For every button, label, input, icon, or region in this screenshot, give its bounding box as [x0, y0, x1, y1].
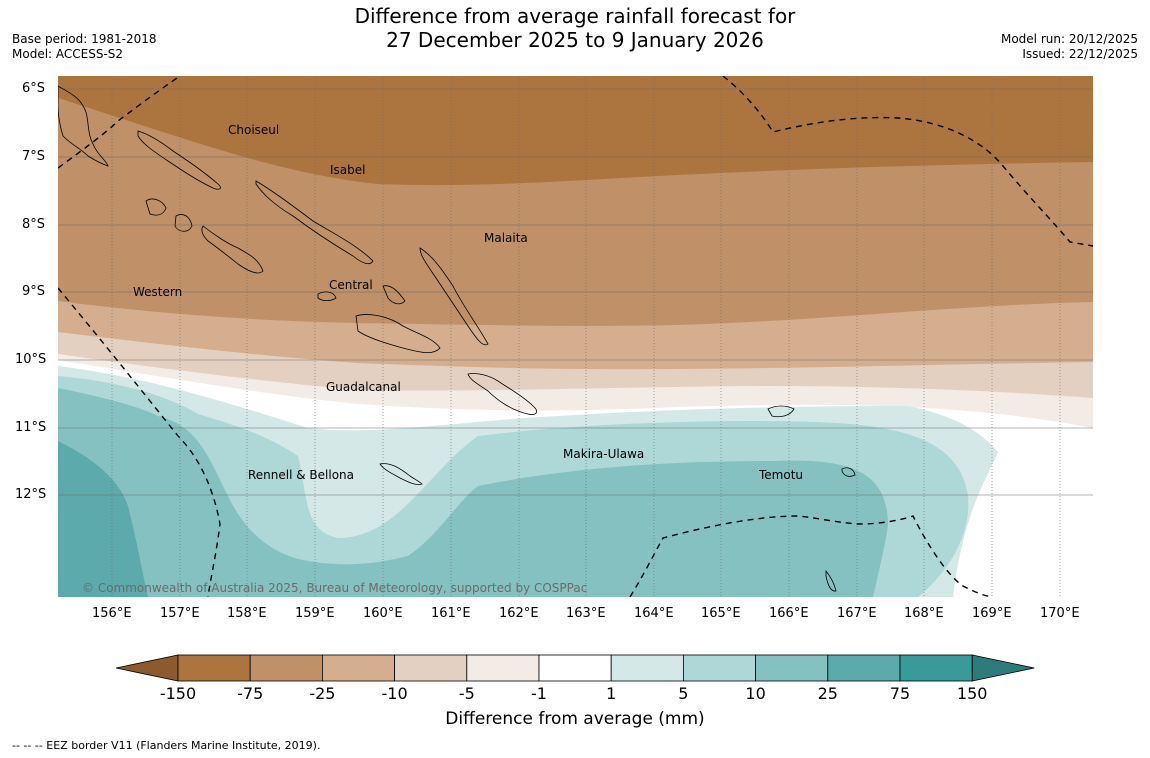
lon-label: 162°E	[499, 606, 539, 621]
band-plus-25	[58, 441, 148, 597]
colorbar-tick-label: 5	[678, 684, 689, 703]
issued-date: Issued: 22/12/2025	[1022, 47, 1138, 61]
colorbar-tick-label: 10	[745, 684, 766, 703]
russell-islands	[382, 285, 406, 305]
province-label: Malaita	[484, 231, 528, 245]
eez-border	[58, 76, 1093, 597]
coastlines	[58, 85, 856, 592]
florida-islands	[317, 291, 337, 302]
lat-label: 11°S	[15, 420, 47, 435]
lon-label: 170°E	[1040, 606, 1080, 621]
colorbar-title: Difference from average (mm)	[445, 709, 705, 729]
isabel-island	[255, 180, 374, 265]
lat-label: 8°S	[22, 217, 46, 232]
colorbar-tick-label: -5	[458, 684, 475, 703]
province-label: Western	[133, 285, 182, 299]
province-label: Makira-Ulawa	[563, 447, 644, 461]
bougainville-island	[58, 85, 109, 167]
colorbar-tick-label: 1	[606, 684, 617, 703]
lon-label: 167°E	[837, 606, 877, 621]
kolombangara-island	[174, 214, 193, 232]
lon-label: 166°E	[769, 606, 809, 621]
colorbar-segment	[538, 654, 612, 682]
province-label: Temotu	[758, 468, 803, 482]
makira-island	[467, 373, 537, 415]
lat-label: 6°S	[22, 81, 46, 96]
map-title-line1: Difference from average rainfall forecas…	[354, 4, 796, 28]
eez-border-northeast	[722, 76, 1093, 247]
colorbar-tick-label: -1	[531, 684, 547, 703]
colorbar-segment	[755, 654, 829, 682]
santa-cruz-island	[767, 405, 795, 418]
guadalcanal-island	[355, 314, 441, 353]
lon-label: 163°E	[566, 606, 606, 621]
colorbar-tick-label: -25	[309, 684, 336, 703]
colorbar-tick-label: -150	[159, 684, 197, 703]
colorbar-tick-label: 75	[889, 684, 911, 703]
colorbar-segment	[610, 654, 684, 682]
map-title-line2: 27 December 2025 to 9 January 2026	[386, 28, 764, 52]
lon-label: 158°E	[227, 606, 267, 621]
model-name: Model: ACCESS-S2	[12, 47, 124, 61]
graticule	[58, 76, 1093, 597]
colorbar-segment	[249, 654, 323, 682]
lat-label: 7°S	[22, 149, 46, 164]
colorbar-extend-low	[115, 654, 179, 682]
new-georgia-islands	[201, 225, 264, 274]
lon-label: 160°E	[363, 606, 403, 621]
lon-label: 156°E	[92, 606, 132, 621]
vella-lavella-island	[145, 198, 167, 216]
choiseul-island	[137, 130, 221, 190]
colorbar-segment	[394, 654, 468, 682]
colorbar-tick-label: -10	[381, 684, 408, 703]
province-label: Central	[329, 278, 373, 292]
lon-label: 161°E	[431, 606, 471, 621]
lon-label: 159°E	[295, 606, 335, 621]
colorbar-segment	[466, 654, 540, 682]
malaita-island	[419, 247, 489, 346]
eez-border-southwest	[58, 287, 221, 597]
model-run: Model run: 20/12/2025	[1000, 32, 1138, 46]
rainfall-map: Choiseul Isabel Malaita Western Central …	[58, 76, 1093, 597]
vanikoro-island	[841, 467, 856, 477]
base-period: Base period: 1981-2018	[12, 32, 157, 46]
eez-border-southeast	[629, 515, 994, 597]
lat-label: 10°S	[15, 352, 47, 367]
eez-legend-note: -- -- -- EEZ border V11 (Flanders Marine…	[12, 739, 321, 752]
lat-label: 9°S	[22, 284, 46, 299]
colorbar-extend-high	[971, 654, 1035, 682]
lon-label: 157°E	[160, 606, 200, 621]
province-labels: Choiseul Isabel Malaita Western Central …	[133, 123, 803, 482]
rennell-island	[379, 463, 423, 485]
province-label: Rennell & Bellona	[248, 468, 354, 482]
copyright-text: © Commonwealth of Australia 2025, Bureau…	[82, 581, 587, 595]
colorbar-tick-label: 150	[956, 684, 988, 703]
lon-label: 164°E	[634, 606, 674, 621]
banks-islands	[825, 569, 837, 592]
colorbar	[115, 654, 1035, 682]
province-label: Isabel	[330, 163, 365, 177]
province-label: Choiseul	[228, 123, 279, 137]
colorbar-tick-label: 25	[817, 684, 838, 703]
province-label: Guadalcanal	[326, 380, 401, 394]
lon-label: 168°E	[904, 606, 944, 621]
lon-label: 169°E	[972, 606, 1012, 621]
lon-label: 165°E	[701, 606, 741, 621]
colorbar-segment	[827, 654, 901, 682]
lat-label: 12°S	[15, 487, 47, 502]
colorbar-segment	[683, 654, 757, 682]
colorbar-segment	[177, 654, 251, 682]
colorbar-tick-label: -75	[237, 684, 264, 703]
colorbar-segment	[321, 654, 395, 682]
band-plus-10	[58, 388, 888, 597]
colorbar-segment	[899, 654, 973, 682]
